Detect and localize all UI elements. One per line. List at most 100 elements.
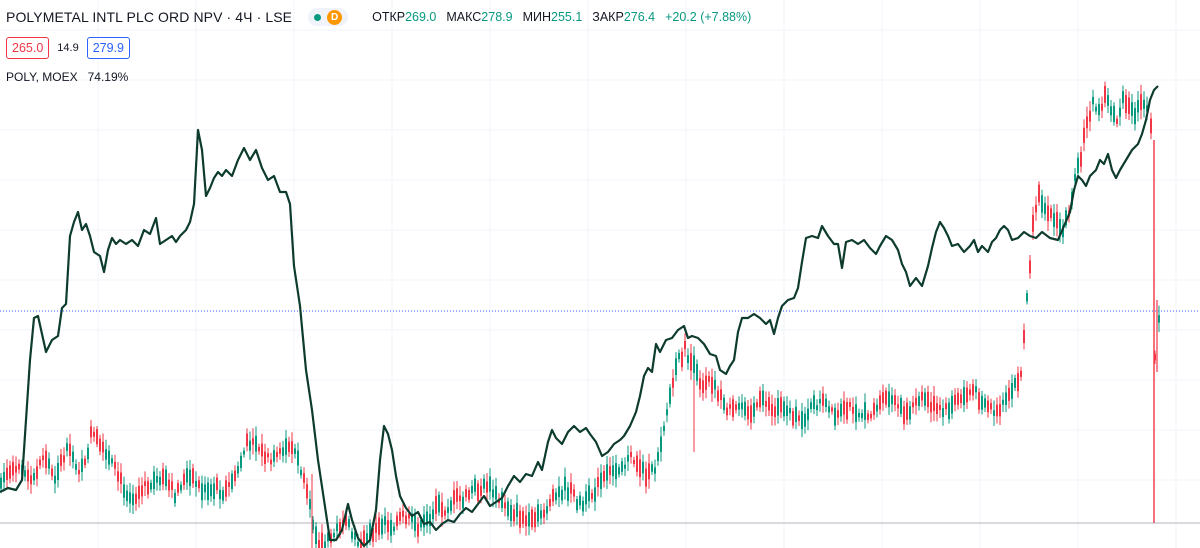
- candle-body: [891, 395, 893, 405]
- candle-body: [297, 450, 299, 466]
- candle-body: [324, 541, 326, 548]
- candle-body: [174, 492, 176, 504]
- candle-body: [627, 455, 629, 462]
- ohlc-values: ОТКР269.0 МАКС278.9 МИН255.1 ЗАКР276.4 +…: [372, 10, 751, 24]
- candle-body: [165, 469, 167, 487]
- candle-body: [84, 458, 86, 465]
- candle-body: [741, 402, 743, 410]
- candle-body: [222, 490, 224, 501]
- candle-body: [468, 490, 470, 500]
- candle-body: [885, 390, 887, 405]
- ohlc-high: МАКС278.9: [446, 10, 513, 24]
- candle-body: [252, 438, 254, 445]
- candle-body: [120, 472, 122, 484]
- candle-body: [336, 523, 338, 532]
- candle-body: [522, 511, 524, 524]
- candle-body: [978, 392, 980, 410]
- candle-body: [792, 410, 794, 426]
- candle-body: [549, 499, 551, 507]
- candle-body: [855, 404, 857, 423]
- candle-body: [918, 396, 920, 407]
- candle-body: [1137, 100, 1139, 113]
- candle-body: [225, 480, 227, 497]
- candle-body: [984, 398, 986, 408]
- candle-body: [330, 533, 332, 543]
- candle-body: [315, 526, 317, 545]
- candle-body: [723, 397, 725, 411]
- candle-body: [687, 355, 689, 364]
- candle-body: [486, 481, 488, 493]
- candle-body: [207, 482, 209, 501]
- candle-body: [975, 386, 977, 393]
- candle-body: [363, 530, 365, 545]
- candle-body: [138, 485, 140, 500]
- candle-body: [141, 485, 143, 497]
- candle-body: [786, 405, 788, 416]
- symbol-title[interactable]: POLYMETAL INTL PLC ORD NPV · 4Ч · LSE: [6, 9, 293, 25]
- candle-body: [771, 404, 773, 417]
- candle-body: [258, 447, 260, 452]
- candle-body: [441, 502, 443, 518]
- candle-body: [672, 377, 674, 388]
- candle-body: [822, 393, 824, 406]
- candle-body: [615, 463, 617, 480]
- candle-body: [243, 450, 245, 455]
- candle-body: [285, 438, 287, 455]
- compare-legend[interactable]: POLY, MOEX 74.19%: [6, 70, 751, 84]
- candle-body: [15, 466, 17, 473]
- candle-body: [45, 450, 47, 469]
- candle-body: [981, 395, 983, 410]
- candle-body: [666, 409, 668, 416]
- candle-body: [654, 467, 656, 474]
- candle-body: [246, 433, 248, 447]
- candle-body: [702, 380, 704, 394]
- candle-body: [531, 509, 533, 528]
- candle-body: [1140, 94, 1142, 111]
- candle-body: [99, 438, 101, 452]
- candle-body: [555, 492, 557, 501]
- candle-body: [972, 384, 974, 396]
- candle-body: [390, 520, 392, 536]
- candle-body: [705, 375, 707, 390]
- candle-body: [582, 500, 584, 512]
- candle-body: [1059, 219, 1061, 236]
- candle-body: [1154, 354, 1156, 361]
- candle-body: [528, 512, 530, 527]
- candle-body: [1020, 370, 1022, 377]
- candle-body: [189, 469, 191, 487]
- candle-body: [1134, 108, 1136, 125]
- candle-body: [333, 533, 335, 538]
- candle-body: [51, 468, 53, 477]
- candle-body: [804, 413, 806, 427]
- market-status-pill[interactable]: D: [308, 8, 349, 26]
- candle-body: [255, 435, 257, 452]
- candle-body: [1158, 315, 1160, 323]
- candle-body: [1023, 330, 1025, 343]
- candle-body: [168, 479, 170, 491]
- candle-body: [237, 465, 239, 474]
- candle-body: [519, 510, 521, 528]
- candle-body: [42, 455, 44, 461]
- candle-body: [633, 459, 635, 465]
- candle-body: [273, 450, 275, 462]
- candle-body: [60, 454, 62, 467]
- candle-body: [837, 410, 839, 418]
- sell-bid-button[interactable]: 265.0: [6, 37, 50, 59]
- candle-body: [417, 523, 419, 537]
- candle-body: [1017, 373, 1019, 392]
- candle-body: [1026, 293, 1028, 302]
- candle-body: [228, 482, 230, 487]
- delayed-data-badge-icon[interactable]: D: [327, 9, 343, 25]
- candle-body: [942, 408, 944, 418]
- candle-body: [111, 458, 113, 464]
- candle-body: [375, 523, 377, 533]
- candle-body: [408, 513, 410, 519]
- candle-body: [510, 504, 512, 521]
- buy-ask-button[interactable]: 279.9: [86, 37, 130, 59]
- candle-body: [135, 493, 137, 504]
- candle-body: [117, 471, 119, 482]
- candle-body: [561, 489, 563, 501]
- candle-body: [249, 440, 251, 451]
